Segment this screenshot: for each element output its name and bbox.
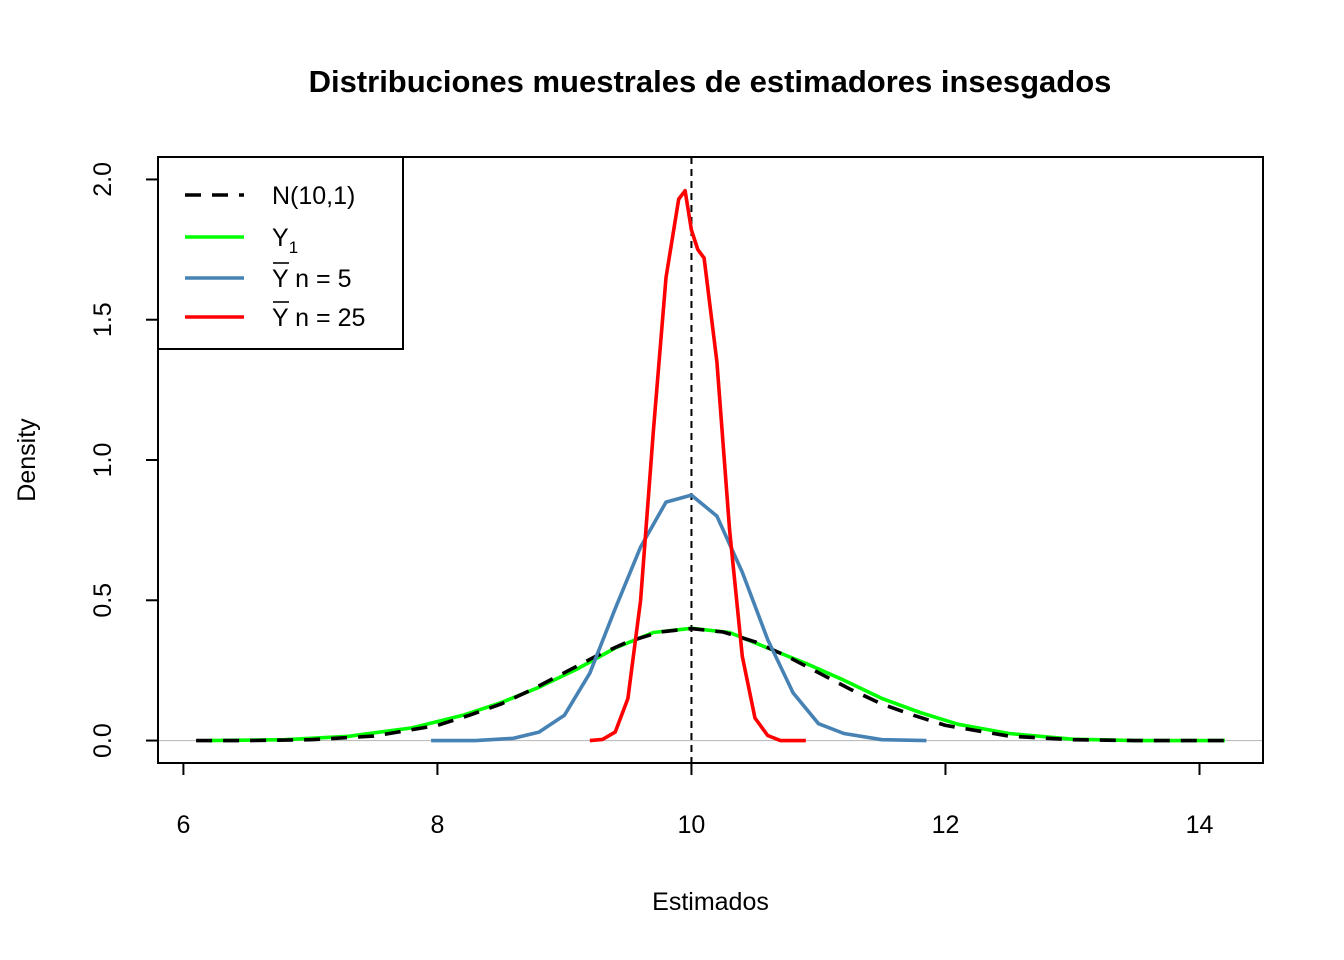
legend-label-y1: Y1 [272, 224, 298, 257]
y-tick-label: 0.5 [89, 583, 117, 618]
legend-label-normal: N(10,1) [272, 182, 355, 210]
y-tick-label: 2.0 [89, 162, 117, 197]
x-tick-label: 10 [678, 811, 706, 839]
x-axis-label: Estimados [652, 888, 769, 916]
series-layer [196, 188, 1225, 743]
legend-label-mean_n5: Y n = 5 [272, 265, 351, 293]
y-tick-label: 1.0 [89, 443, 117, 478]
y-axis: 0.0 0.5 1.0 1.5 2.0 [89, 162, 159, 758]
y-tick-label: 0.0 [89, 723, 117, 758]
x-tick-label: 8 [430, 811, 444, 839]
series-line-mean_n5 [431, 493, 927, 743]
x-tick-label: 6 [176, 811, 190, 839]
chart-title: Distribuciones muestrales de estimadores… [309, 64, 1112, 99]
plot-area [157, 156, 1264, 764]
series-line-normal [196, 626, 1225, 743]
series-line-y1 [208, 626, 1225, 743]
x-axis: 6 8 10 12 14 [176, 762, 1214, 839]
y-tick-label: 1.5 [89, 302, 117, 337]
series-line-mean_n25 [589, 188, 806, 743]
x-tick-label: 12 [932, 811, 960, 839]
y-axis-label: Density [13, 418, 41, 502]
legend: N(10,1) Y1 Y n = 5 Y n = 25 [157, 156, 404, 350]
x-tick-label: 14 [1186, 811, 1214, 839]
legend-label-mean_n25: Y n = 25 [272, 304, 365, 332]
